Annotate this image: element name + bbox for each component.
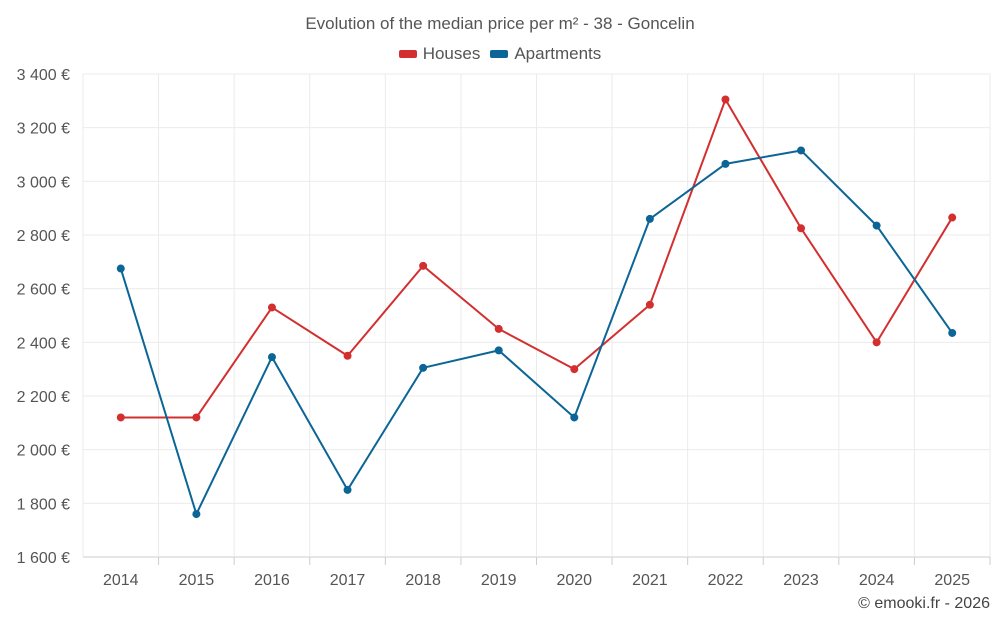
data-point-houses (872, 338, 881, 347)
data-point-houses (645, 300, 654, 309)
x-tick-label: 2017 (330, 572, 366, 589)
data-point-apartments (721, 159, 730, 168)
data-point-apartments (872, 221, 881, 230)
data-point-apartments (494, 346, 503, 355)
data-point-houses (116, 413, 125, 422)
data-point-apartments (419, 363, 428, 372)
y-tick-label: 3 200 € (17, 121, 70, 138)
data-point-houses (419, 261, 428, 270)
x-tick-label: 2023 (783, 572, 819, 589)
data-point-houses (797, 224, 806, 233)
series-line-apartments (119, 149, 954, 516)
data-point-houses (192, 413, 201, 422)
data-point-apartments (192, 510, 201, 519)
data-point-apartments (343, 485, 352, 494)
legend-item-houses[interactable]: Houses (398, 44, 481, 64)
y-tick-label: 1 800 € (17, 496, 70, 513)
data-point-houses (343, 351, 352, 360)
data-point-apartments (267, 353, 276, 362)
legend-item-apartments[interactable]: Apartments (490, 44, 601, 64)
y-tick-label: 1 600 € (17, 550, 70, 567)
series-line-houses (120, 98, 954, 419)
data-point-apartments (570, 413, 579, 422)
x-tick-label: 2015 (179, 572, 215, 589)
legend-label-apartments: Apartments (514, 44, 602, 63)
legend-label-houses: Houses (422, 44, 481, 63)
x-tick-label: 2020 (556, 572, 592, 589)
x-tick-label: 2018 (405, 572, 441, 589)
y-tick-label: 2 800 € (17, 228, 70, 245)
data-point-houses (267, 303, 276, 312)
y-tick-label: 2 000 € (17, 443, 70, 460)
y-tick-label: 3 400 € (17, 67, 70, 84)
data-point-apartments (797, 146, 806, 155)
x-tick-label: 2022 (708, 572, 744, 589)
x-tick-label: 2019 (481, 572, 517, 589)
x-tick-label: 2024 (859, 572, 895, 589)
y-tick-label: 2 200 € (17, 389, 70, 406)
data-point-houses (570, 365, 579, 374)
legend-swatch-apartments (490, 50, 509, 58)
x-tick-label: 2021 (632, 572, 668, 589)
y-tick-label: 3 000 € (17, 174, 70, 191)
data-point-apartments (948, 328, 957, 337)
y-tick-label: 2 400 € (17, 335, 70, 352)
x-tick-label: 2025 (934, 572, 970, 589)
data-point-houses (494, 324, 503, 333)
footer-credit: © emooki.fr - 2026 (858, 595, 990, 612)
x-tick-label: 2016 (254, 572, 290, 589)
x-tick-label: 2014 (103, 572, 139, 589)
data-point-apartments (645, 214, 654, 223)
chart-title: Evolution of the median price per m² - 3… (305, 14, 695, 33)
data-point-apartments (116, 264, 125, 273)
data-point-houses (721, 95, 730, 104)
y-tick-label: 2 600 € (17, 282, 70, 299)
legend: Houses Apartments (0, 44, 1000, 64)
legend-swatch-houses (398, 50, 417, 58)
data-point-houses (948, 213, 957, 222)
